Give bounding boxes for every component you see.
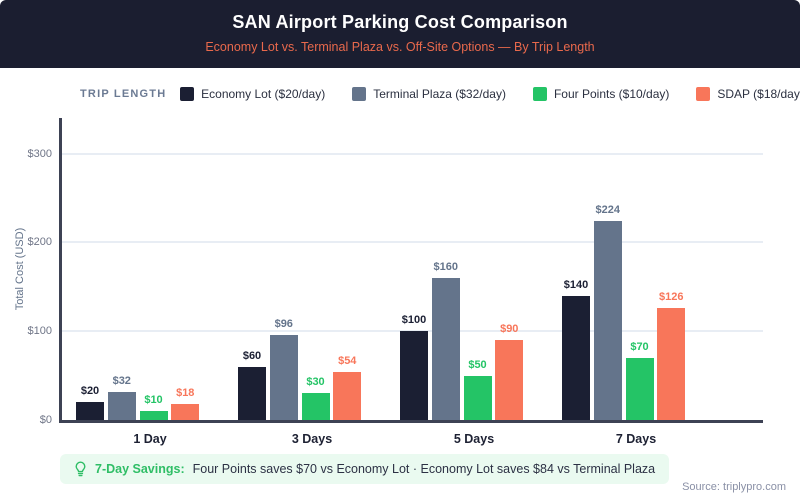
bar-3-days-series-2[interactable] (301, 393, 330, 420)
gridline-300 (62, 152, 763, 155)
legend-item-1[interactable]: Terminal Plaza ($32/day) (352, 87, 506, 101)
bar-5-days-series-2[interactable] (463, 375, 492, 420)
legend-title: TRIP LENGTH (80, 88, 167, 100)
header: SAN Airport Parking Cost Comparison Econ… (0, 0, 800, 68)
bar-1-day-series-0[interactable] (76, 402, 104, 420)
legend-item-label: Four Points ($10/day) (553, 87, 670, 101)
bar-5-days-series-0[interactable] (400, 331, 428, 420)
y-tick-label: $100 (27, 325, 52, 338)
x-tick-label-1-day: 1 Day (133, 432, 167, 446)
y-tick-label: $300 (27, 147, 52, 160)
y-tick-label: $0 (39, 414, 52, 426)
legend-swatch-icon (352, 87, 367, 101)
bar-value-label: $20 (80, 385, 100, 398)
lightbulb-icon (74, 461, 87, 477)
bar-value-label: $70 (630, 340, 649, 353)
bar-7-days-series-2[interactable] (625, 357, 654, 420)
bar-value-label: $100 (401, 314, 427, 327)
legend-item-2[interactable]: Four Points ($10/day) (532, 87, 670, 101)
bar-value-label: $90 (500, 323, 519, 336)
bar-1-day-series-1[interactable] (107, 391, 136, 420)
x-axis-line (59, 420, 763, 423)
legend-item-label: Economy Lot ($20/day) (201, 87, 326, 101)
bar-1-day-series-2[interactable] (139, 411, 168, 420)
legend-swatch-icon (180, 87, 195, 101)
chart-title: SAN Airport Parking Cost Comparison (232, 12, 568, 32)
bar-value-label: $160 (433, 260, 458, 273)
bar-5-days-series-1[interactable] (431, 277, 460, 420)
bar-value-label: $32 (112, 374, 131, 387)
bar-value-label: $140 (563, 278, 589, 291)
bar-value-label: $18 (176, 387, 195, 400)
bar-value-label: $60 (242, 349, 262, 362)
bar-chart-plot-area: $0 $100 $200 $300 $20 $32 $10 $18 1 Day $60 $96 $30… (28, 118, 763, 446)
legend-swatch-icon (696, 87, 711, 101)
bar-value-label: $10 (144, 394, 163, 407)
source-credit: Source: triplypro.com (682, 481, 786, 493)
bar-value-label: $30 (306, 376, 325, 389)
bar-3-days-series-3[interactable] (333, 372, 362, 420)
bar-7-days-series-0[interactable] (562, 295, 590, 420)
x-tick-label-7-days: 7 Days (615, 432, 657, 446)
bar-3-days-series-1[interactable] (269, 334, 298, 420)
bar-7-days-series-1[interactable] (593, 221, 622, 420)
gridline-200 (62, 241, 763, 244)
savings-label: 7-Day Savings: (95, 462, 185, 476)
savings-text: Four Points saves $70 vs Economy Lot · E… (192, 462, 656, 476)
chart-subtitle: Economy Lot vs. Terminal Plaza vs. Off-S… (205, 40, 595, 54)
legend-item-3[interactable]: SDAP ($18/day) (696, 87, 800, 101)
bar-value-label: $96 (274, 317, 293, 330)
x-tick-label-5-days: 5 Days (453, 432, 495, 446)
legend: TRIP LENGTH Economy Lot ($20/day) Termina… (80, 85, 800, 103)
bar-1-day-series-3[interactable] (171, 404, 200, 420)
legend-item-label: SDAP ($18/day) (717, 87, 800, 101)
legend-item-0[interactable]: Economy Lot ($20/day) (180, 87, 325, 101)
x-tick-label-3-days: 3 Days (291, 432, 333, 446)
bar-5-days-series-3[interactable] (495, 340, 524, 420)
savings-note: 7-Day Savings: Four Points saves $70 vs … (60, 454, 670, 484)
legend-item-label: Terminal Plaza ($32/day) (373, 87, 506, 101)
y-tick-label: $200 (27, 236, 52, 249)
bar-value-label: $224 (595, 204, 620, 217)
bar-value-label: $54 (338, 355, 357, 368)
legend-swatch-icon (532, 87, 547, 101)
legend-items: Economy Lot ($20/day) Terminal Plaza ($32… (180, 87, 800, 101)
bar-value-label: $126 (659, 291, 684, 304)
y-axis-line (59, 118, 62, 423)
bar-value-label: $50 (468, 358, 487, 371)
bar-7-days-series-3[interactable] (657, 308, 686, 420)
bar-3-days-series-0[interactable] (238, 366, 266, 420)
